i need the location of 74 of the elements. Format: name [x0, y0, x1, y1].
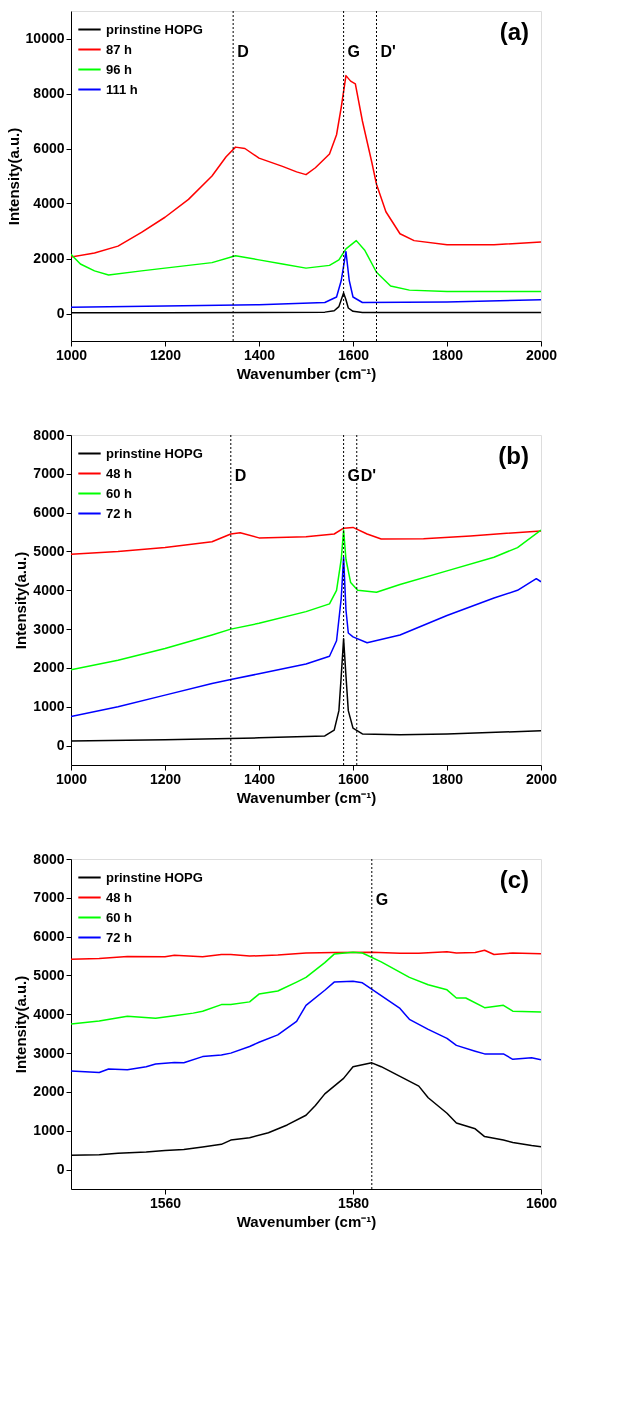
y-tick-label: 1000	[33, 698, 65, 715]
legend-label: 48 h	[106, 889, 133, 905]
line-series	[71, 949, 541, 960]
x-tick-label: 1600	[337, 770, 370, 787]
x-tick-label: 1400	[243, 770, 276, 787]
x-tick-label: 1400	[243, 346, 276, 363]
legend-label: prinstine HOPG	[106, 21, 203, 37]
legend-label: 87 h	[106, 41, 133, 57]
line-series	[71, 529, 541, 671]
y-tick-label: 8000	[33, 426, 65, 443]
y-tick-label: 7000	[33, 465, 65, 482]
ref-line-label: G	[347, 467, 361, 484]
x-tick-label: 1200	[149, 770, 182, 787]
y-axis-title: Intensity(a.u.)	[12, 975, 30, 1074]
legend-label: prinstine HOPG	[106, 445, 203, 461]
x-tick-label: 1600	[525, 1194, 558, 1211]
line-series	[71, 980, 541, 1074]
y-tick-label: 8000	[33, 850, 65, 867]
legend-label: 48 h	[106, 465, 133, 481]
legend-label: prinstine HOPG	[106, 869, 203, 885]
legend-label: 72 h	[106, 505, 133, 521]
line-series	[71, 526, 541, 555]
y-tick-label: 0	[56, 737, 65, 754]
y-tick-label: 4000	[33, 195, 65, 211]
line-series	[71, 74, 541, 258]
y-axis-title: Intensity(a.u.)	[12, 551, 30, 650]
legend-label: 60 h	[106, 909, 133, 925]
x-tick-label: 2000	[525, 770, 558, 787]
y-tick-label: 2000	[33, 659, 65, 676]
x-tick-label: 2000	[525, 346, 558, 363]
y-tick-label: 3000	[33, 620, 65, 637]
x-tick-label: 1800	[431, 770, 464, 787]
y-tick-label: 2000	[33, 250, 65, 266]
annotation: (c)	[499, 866, 529, 893]
x-axis-title: Wavenumber (cm⁻¹)	[236, 788, 377, 806]
y-tick-label: 2000	[33, 1083, 65, 1100]
legend-label: 60 h	[106, 485, 133, 501]
y-tick-label: 4000	[33, 1005, 65, 1022]
annotation: (a)	[499, 18, 529, 45]
y-tick-label: 1000	[33, 1122, 65, 1139]
ref-line-label: G	[347, 43, 361, 60]
x-tick-label: 1200	[149, 346, 182, 363]
legend-label: 72 h	[106, 929, 133, 945]
line-series	[71, 951, 541, 1025]
x-tick-label: 1560	[149, 1194, 182, 1211]
x-tick-label: 1800	[431, 346, 464, 363]
y-tick-label: 6000	[33, 504, 65, 521]
y-tick-label: 6000	[33, 140, 65, 156]
y-tick-label: 8000	[33, 85, 65, 101]
x-tick-label: 1580	[337, 1194, 370, 1211]
y-tick-label: 10000	[25, 30, 65, 46]
line-series	[71, 250, 541, 308]
legend-label: 96 h	[106, 61, 133, 77]
y-tick-label: 5000	[33, 966, 65, 983]
y-tick-label: 3000	[33, 1044, 65, 1061]
y-tick-label: 4000	[33, 581, 65, 598]
line-series	[71, 239, 541, 293]
ref-line-label: D'	[360, 467, 377, 484]
y-tick-label: 7000	[33, 889, 65, 906]
line-series	[71, 556, 541, 718]
legend-label: 111 h	[106, 81, 138, 97]
ref-line-label: D	[237, 43, 249, 60]
ref-line-label: D'	[380, 43, 396, 60]
y-tick-label: 0	[56, 305, 65, 321]
x-tick-label: 1600	[337, 346, 370, 363]
y-tick-label: 0	[56, 1161, 65, 1178]
y-axis-title: Intensity(a.u.)	[4, 127, 22, 226]
y-tick-label: 5000	[33, 542, 65, 559]
x-axis-title: Wavenumber (cm⁻¹)	[236, 364, 377, 382]
annotation: (b)	[498, 442, 529, 469]
x-axis-title: Wavenumber (cm⁻¹)	[236, 1212, 377, 1230]
ref-line-label: G	[375, 891, 389, 908]
y-tick-label: 6000	[33, 928, 65, 945]
ref-line-label: D	[234, 467, 247, 484]
